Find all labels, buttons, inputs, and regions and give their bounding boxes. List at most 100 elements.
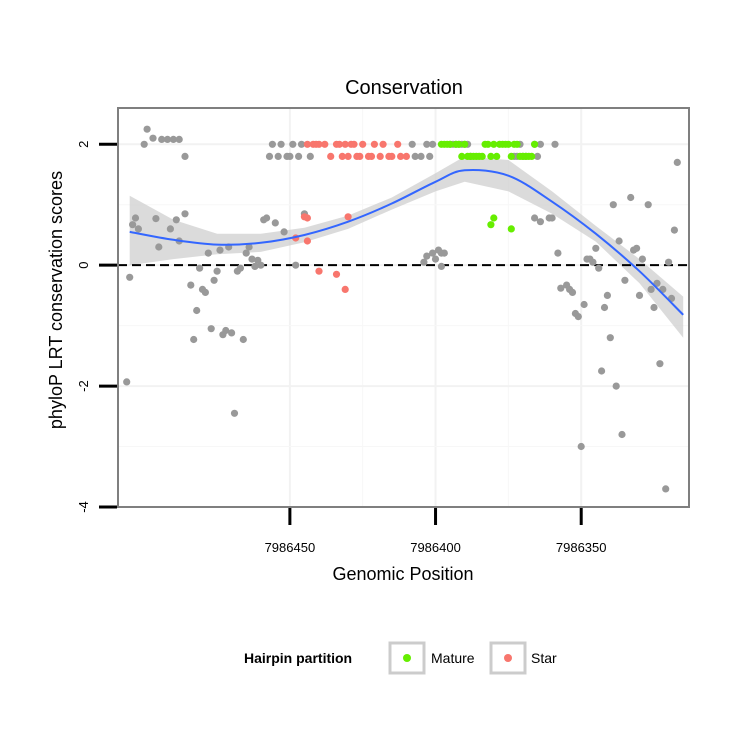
point-other-55 <box>292 261 300 269</box>
point-mature-17 <box>490 140 498 148</box>
point-other-1 <box>131 214 140 222</box>
point-star-5 <box>327 152 335 160</box>
point-other-34 <box>230 409 239 417</box>
point-star-30 <box>315 267 323 275</box>
panel-border <box>117 107 690 508</box>
point-star-3 <box>315 140 323 148</box>
point-other-47 <box>268 140 276 148</box>
point-mature-16 <box>487 152 495 160</box>
point-other-56 <box>295 152 303 160</box>
point-other-130 <box>665 258 673 266</box>
point-other-54 <box>289 140 297 148</box>
point-other-118 <box>627 193 635 202</box>
panel-background <box>118 108 689 507</box>
y-axis: -4 -2 0 2 <box>76 141 117 513</box>
point-other-11 <box>175 135 183 143</box>
point-other-90 <box>551 140 559 148</box>
point-other-29 <box>216 246 224 254</box>
point-star-7 <box>335 140 343 148</box>
point-mature-13 <box>478 152 486 160</box>
point-star-8 <box>338 152 346 160</box>
point-star-31 <box>332 270 341 278</box>
point-other-114 <box>612 382 620 390</box>
point-star-29 <box>303 237 311 245</box>
point-other-132 <box>670 226 679 234</box>
point-star-33 <box>344 213 352 221</box>
point-star-32 <box>341 285 349 293</box>
point-other-111 <box>603 291 612 299</box>
point-other-67 <box>429 249 437 257</box>
point-star-27 <box>303 214 311 222</box>
point-other-50 <box>277 140 285 148</box>
point-other-59 <box>306 152 314 160</box>
x-tick-label-1: 7986400 <box>410 540 461 555</box>
point-other-70 <box>440 249 448 257</box>
point-mature-5 <box>455 140 463 148</box>
point-other-38 <box>242 249 250 257</box>
point-other-13 <box>152 215 160 223</box>
legend-label-mature: Mature <box>431 650 475 666</box>
x-tick-label-0: 7986450 <box>265 540 316 555</box>
point-star-22 <box>388 152 396 160</box>
point-mature-33 <box>490 214 498 222</box>
point-star-14 <box>356 152 364 160</box>
point-other-46 <box>265 152 274 160</box>
point-other-115 <box>615 237 623 245</box>
point-other-41 <box>251 262 259 270</box>
point-other-26 <box>207 325 215 333</box>
point-other-103 <box>580 300 588 309</box>
point-mature-23 <box>507 152 515 160</box>
point-other-2 <box>134 225 142 233</box>
y-tick-label-1: -2 <box>76 380 91 392</box>
point-other-36 <box>236 264 244 272</box>
point-other-45 <box>263 214 271 222</box>
point-other-57 <box>297 140 306 148</box>
point-other-95 <box>554 249 562 257</box>
point-other-125 <box>650 303 658 312</box>
point-other-28 <box>213 267 221 275</box>
point-other-116 <box>618 430 626 439</box>
point-other-92 <box>536 218 545 226</box>
point-mature-18 <box>493 152 501 160</box>
point-other-6 <box>143 125 151 133</box>
point-other-94 <box>548 214 556 222</box>
point-other-0 <box>129 221 137 229</box>
point-other-91 <box>531 214 539 222</box>
point-other-4 <box>123 378 131 386</box>
point-other-99 <box>568 288 577 296</box>
point-other-117 <box>621 276 629 284</box>
point-star-9 <box>341 140 349 148</box>
point-other-61 <box>411 152 419 160</box>
point-other-15 <box>166 225 174 233</box>
x-tick-label-2: 7986350 <box>556 540 607 555</box>
point-other-33 <box>228 329 236 337</box>
point-other-31 <box>222 326 230 335</box>
point-other-63 <box>423 140 431 148</box>
point-other-113 <box>609 201 617 209</box>
point-other-49 <box>274 152 282 160</box>
point-other-72 <box>420 258 428 266</box>
point-other-43 <box>257 261 265 269</box>
x-axis-title: Genomic Position <box>332 564 473 584</box>
point-other-5 <box>140 140 148 148</box>
point-other-37 <box>239 335 247 344</box>
point-star-12 <box>350 140 358 148</box>
legend: Hairpin partition Mature Star <box>244 641 557 675</box>
point-other-120 <box>633 244 641 252</box>
point-mature-30 <box>528 152 536 160</box>
point-star-20 <box>379 140 387 148</box>
point-other-19 <box>187 281 195 289</box>
point-other-71 <box>423 252 431 260</box>
point-star-15 <box>359 140 367 148</box>
plot-panel <box>117 107 690 508</box>
point-other-127 <box>656 360 664 368</box>
point-other-106 <box>589 258 597 266</box>
point-other-39 <box>245 243 253 251</box>
point-other-22 <box>196 264 204 272</box>
point-other-73 <box>437 262 445 270</box>
point-other-8 <box>158 135 166 143</box>
point-other-107 <box>592 244 600 252</box>
point-other-101 <box>574 313 582 321</box>
point-other-53 <box>286 152 294 160</box>
